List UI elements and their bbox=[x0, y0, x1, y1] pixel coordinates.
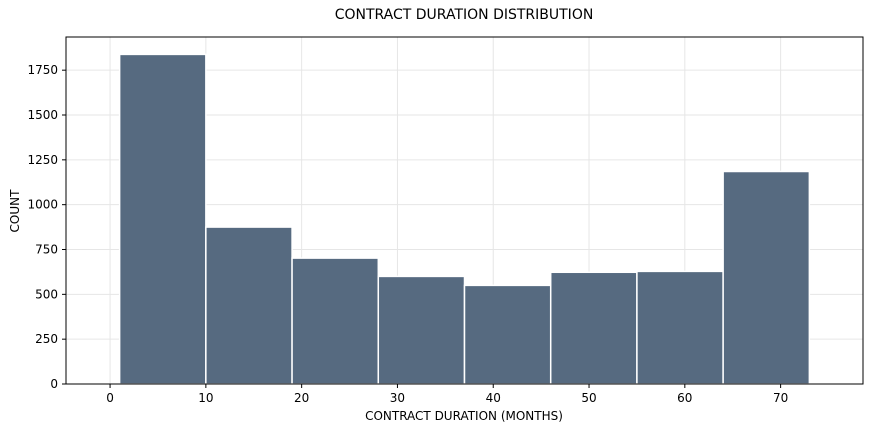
y-axis-label: COUNT bbox=[8, 189, 22, 233]
x-axis-ticks: 0 10 20 30 40 50 60 70 bbox=[106, 384, 788, 405]
x-tick-label: 10 bbox=[198, 391, 213, 405]
x-tick-label: 30 bbox=[390, 391, 405, 405]
histogram-bar-5 bbox=[463, 284, 552, 385]
histogram-bar-1 bbox=[118, 53, 207, 385]
y-tick-label: 250 bbox=[35, 332, 58, 346]
y-tick-label: 500 bbox=[35, 287, 58, 301]
histogram-bar-4 bbox=[377, 275, 466, 385]
y-tick-label: 1750 bbox=[27, 63, 58, 77]
y-axis-ticks: 0 250 500 750 1000 1250 1500 1750 bbox=[27, 63, 66, 391]
y-tick-label: 1500 bbox=[27, 108, 58, 122]
x-tick-label: 0 bbox=[106, 391, 114, 405]
bars bbox=[118, 53, 811, 385]
x-axis-label: CONTRACT DURATION (MONTHS) bbox=[365, 409, 563, 423]
histogram-bar-6 bbox=[549, 271, 638, 385]
plot-frame bbox=[65, 36, 864, 385]
histogram-bar-7 bbox=[636, 270, 724, 385]
histogram-bar-2 bbox=[205, 226, 293, 385]
histogram-bar-8 bbox=[722, 170, 811, 385]
x-tick-label: 20 bbox=[294, 391, 309, 405]
x-tick-label: 70 bbox=[773, 391, 788, 405]
y-tick-label: 0 bbox=[50, 377, 58, 391]
chart-title: CONTRACT DURATION DISTRIBUTION bbox=[335, 7, 594, 23]
y-tick-label: 1000 bbox=[27, 198, 58, 212]
y-tick-label: 1250 bbox=[27, 153, 58, 167]
y-tick-label: 750 bbox=[35, 243, 58, 257]
histogram-bar-3 bbox=[291, 257, 380, 385]
x-tick-label: 50 bbox=[581, 391, 596, 405]
x-tick-label: 40 bbox=[486, 391, 501, 405]
x-tick-label: 60 bbox=[677, 391, 692, 405]
